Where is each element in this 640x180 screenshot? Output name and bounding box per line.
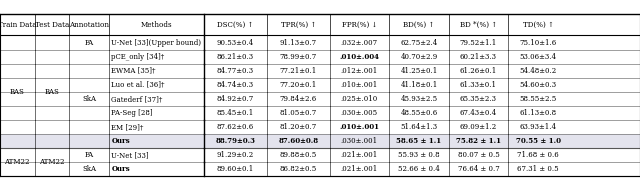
Text: ATM22: ATM22 — [4, 158, 30, 166]
Text: EM [29]†: EM [29]† — [111, 123, 144, 131]
Text: 58.65 ± 1.1: 58.65 ± 1.1 — [396, 137, 442, 145]
Text: 81.05±0.7: 81.05±0.7 — [280, 109, 317, 117]
Text: 80.07 ± 0.5: 80.07 ± 0.5 — [458, 151, 499, 159]
Text: 67.43±0.4: 67.43±0.4 — [460, 109, 497, 117]
Text: 55.93 ± 0.8: 55.93 ± 0.8 — [398, 151, 440, 159]
Text: Methods: Methods — [141, 21, 173, 29]
Text: 61.26±0.1: 61.26±0.1 — [460, 67, 497, 75]
Text: PA-Seg [28]: PA-Seg [28] — [111, 109, 153, 117]
Text: 41.18±0.1: 41.18±0.1 — [400, 81, 438, 89]
Text: 76.64 ± 0.7: 76.64 ± 0.7 — [458, 165, 499, 173]
Text: 41.25±0.1: 41.25±0.1 — [400, 67, 438, 75]
Text: 51.64±1.3: 51.64±1.3 — [400, 123, 438, 131]
Text: SkA: SkA — [83, 95, 96, 103]
Text: SkA: SkA — [83, 165, 96, 173]
Text: BAS: BAS — [44, 88, 60, 96]
Text: 52.66 ± 0.4: 52.66 ± 0.4 — [398, 165, 440, 173]
Text: U-Net [33]: U-Net [33] — [111, 151, 149, 159]
Text: EWMA [35]†: EWMA [35]† — [111, 67, 156, 75]
Text: pCE_only [34]†: pCE_only [34]† — [111, 53, 164, 61]
Text: 77.21±0.1: 77.21±0.1 — [280, 67, 317, 75]
Text: 91.29±0.2: 91.29±0.2 — [217, 151, 254, 159]
Text: 75.82 ± 1.1: 75.82 ± 1.1 — [456, 137, 501, 145]
Text: 63.93±1.4: 63.93±1.4 — [520, 123, 557, 131]
Text: Ours: Ours — [111, 137, 130, 145]
Text: .021±.001: .021±.001 — [340, 151, 378, 159]
Text: 89.88±0.5: 89.88±0.5 — [280, 151, 317, 159]
Text: Gatederf [37]†: Gatederf [37]† — [111, 95, 163, 103]
Text: 84.77±0.3: 84.77±0.3 — [217, 67, 254, 75]
Text: 85.45±0.1: 85.45±0.1 — [217, 109, 254, 117]
Text: FPR(%) ↓: FPR(%) ↓ — [342, 21, 377, 29]
Text: 65.35±2.3: 65.35±2.3 — [460, 95, 497, 103]
Text: 67.31 ± 0.5: 67.31 ± 0.5 — [517, 165, 559, 173]
Text: FA: FA — [84, 151, 94, 159]
Text: 78.99±0.7: 78.99±0.7 — [280, 53, 317, 61]
Text: 88.79±0.3: 88.79±0.3 — [216, 137, 255, 145]
Text: 61.13±0.8: 61.13±0.8 — [520, 109, 557, 117]
Text: .030±.001: .030±.001 — [340, 137, 378, 145]
Text: BD *(%) ↑: BD *(%) ↑ — [460, 21, 497, 29]
Text: Luo et al. [36]†: Luo et al. [36]† — [111, 81, 165, 89]
Bar — [0, 134, 640, 148]
Text: 40.70±2.9: 40.70±2.9 — [400, 53, 438, 61]
Text: .025±.010: .025±.010 — [340, 95, 378, 103]
Text: ATM22: ATM22 — [39, 158, 65, 166]
Text: 89.60±0.1: 89.60±0.1 — [217, 165, 254, 173]
Text: 91.13±0.7: 91.13±0.7 — [280, 39, 317, 46]
Text: 86.82±0.5: 86.82±0.5 — [280, 165, 317, 173]
Text: 62.75±2.4: 62.75±2.4 — [400, 39, 438, 46]
Text: 75.10±1.6: 75.10±1.6 — [520, 39, 557, 46]
Text: .012±.001: .012±.001 — [340, 67, 378, 75]
Text: Train Data: Train Data — [0, 21, 36, 29]
Text: 84.74±0.3: 84.74±0.3 — [217, 81, 254, 89]
Text: Ours: Ours — [111, 165, 130, 173]
Text: 87.60±0.8: 87.60±0.8 — [278, 137, 318, 145]
Text: .010±.001: .010±.001 — [339, 123, 380, 131]
Text: BD(%) ↑: BD(%) ↑ — [403, 21, 435, 29]
Text: 58.55±2.5: 58.55±2.5 — [520, 95, 557, 103]
Text: .010±.004: .010±.004 — [339, 53, 380, 61]
Text: 60.21±3.3: 60.21±3.3 — [460, 53, 497, 61]
Text: FA: FA — [84, 39, 94, 46]
Text: 71.68 ± 0.6: 71.68 ± 0.6 — [517, 151, 559, 159]
Text: 77.20±0.1: 77.20±0.1 — [280, 81, 317, 89]
Text: .010±.001: .010±.001 — [340, 81, 378, 89]
Text: 61.33±0.1: 61.33±0.1 — [460, 81, 497, 89]
Text: DSC(%) ↑: DSC(%) ↑ — [217, 21, 254, 29]
Text: U-Net [33](Upper bound): U-Net [33](Upper bound) — [111, 39, 202, 46]
Text: 90.53±0.4: 90.53±0.4 — [217, 39, 254, 46]
Text: 54.60±0.3: 54.60±0.3 — [520, 81, 557, 89]
Text: Annotation: Annotation — [69, 21, 109, 29]
Text: 87.62±0.6: 87.62±0.6 — [217, 123, 254, 131]
Text: .032±.007: .032±.007 — [340, 39, 378, 46]
Text: 48.55±0.6: 48.55±0.6 — [400, 109, 438, 117]
Text: 69.09±1.2: 69.09±1.2 — [460, 123, 497, 131]
Text: 70.55 ± 1.0: 70.55 ± 1.0 — [516, 137, 561, 145]
Text: 45.93±2.5: 45.93±2.5 — [400, 95, 438, 103]
Text: 54.48±0.2: 54.48±0.2 — [520, 67, 557, 75]
Text: BAS: BAS — [10, 88, 25, 96]
Text: .021±.001: .021±.001 — [340, 165, 378, 173]
Text: TPR(%) ↑: TPR(%) ↑ — [280, 21, 316, 29]
Text: TD(%) ↑: TD(%) ↑ — [523, 21, 554, 29]
Text: 81.20±0.7: 81.20±0.7 — [280, 123, 317, 131]
Text: Test Data: Test Data — [35, 21, 69, 29]
Text: 79.52±1.1: 79.52±1.1 — [460, 39, 497, 46]
Text: 53.06±3.4: 53.06±3.4 — [520, 53, 557, 61]
Text: 86.21±0.3: 86.21±0.3 — [217, 53, 254, 61]
Text: 79.84±2.6: 79.84±2.6 — [280, 95, 317, 103]
Text: 84.92±0.7: 84.92±0.7 — [217, 95, 254, 103]
Text: .030±.005: .030±.005 — [340, 109, 378, 117]
